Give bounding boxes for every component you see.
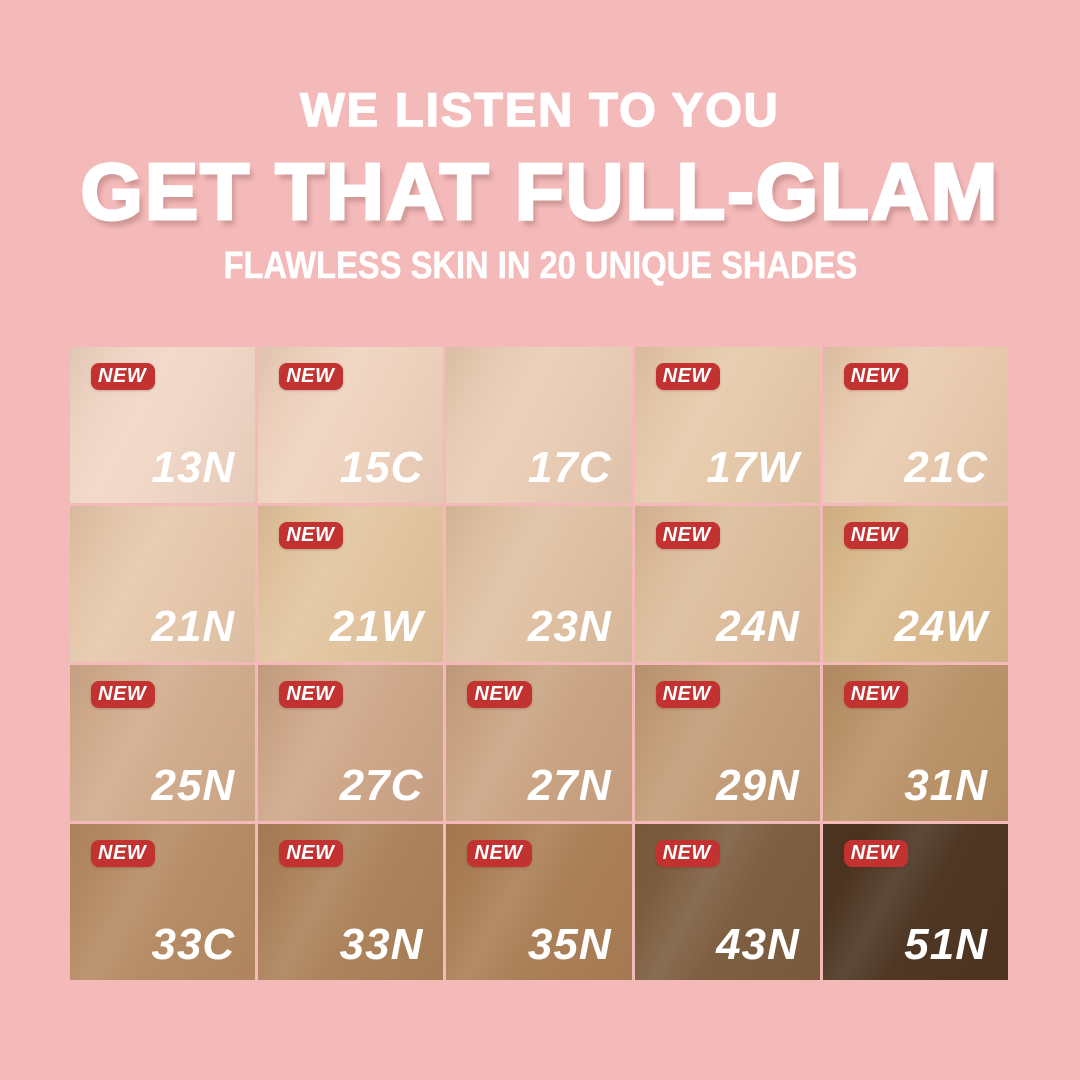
new-badge: NEW (843, 840, 908, 867)
shade-label: 17C (527, 443, 612, 492)
shade-swatch-25n: NEW 25N (70, 665, 256, 821)
new-badge: NEW (279, 522, 344, 549)
shade-label: 33C (151, 920, 236, 969)
shade-label: 43N (716, 920, 800, 969)
shade-grid: NEW 13N NEW 15C 17C NEW 17W NEW 21C 21N NEW 21W 23N N… (70, 347, 1008, 980)
new-badge: NEW (279, 363, 344, 390)
shade-label: 27N (527, 761, 612, 810)
shade-label: 24N (716, 602, 800, 651)
shade-swatch-33c: NEW 33C (70, 824, 256, 980)
shade-label: 35N (527, 920, 612, 969)
shade-label: 23N (527, 602, 612, 651)
shade-label: 27C (339, 761, 424, 810)
new-badge: NEW (843, 522, 908, 549)
shade-swatch-24w: NEW 24W (822, 506, 1008, 662)
new-badge: NEW (655, 681, 720, 708)
new-badge: NEW (91, 681, 156, 708)
shade-label: 17W (706, 443, 800, 492)
shade-swatch-17w: NEW 17W (634, 347, 820, 503)
new-badge: NEW (655, 522, 720, 549)
shade-swatch-21n: 21N (70, 506, 256, 662)
new-badge: NEW (843, 681, 908, 708)
new-badge: NEW (91, 840, 156, 867)
shade-swatch-33n: NEW 33N (258, 824, 444, 980)
new-badge: NEW (655, 363, 720, 390)
shade-swatch-21c: NEW 21C (822, 347, 1008, 503)
shade-label: 21C (904, 443, 988, 492)
shade-label: 21N (151, 602, 236, 651)
shade-label: 51N (904, 920, 988, 969)
shade-label: 21W (329, 602, 424, 651)
new-badge: NEW (467, 840, 532, 867)
shade-label: 15C (339, 443, 424, 492)
header-tagline: WE LISTEN TO YOU (300, 83, 780, 136)
new-badge: NEW (655, 840, 720, 867)
shade-swatch-23n: 23N (446, 506, 632, 662)
shade-label: 31N (904, 761, 988, 810)
shade-swatch-29n: NEW 29N (634, 665, 820, 821)
new-badge: NEW (279, 681, 344, 708)
header-subtitle-text: FLAWLESS SKIN IN 20 UNIQUE SHADES (223, 245, 857, 287)
shade-swatch-27c: NEW 27C (258, 665, 444, 821)
shade-swatch-21w: NEW 21W (258, 506, 444, 662)
header-subtitle: FLAWLESS SKIN IN 20 UNIQUE SHADES (0, 245, 1080, 287)
shade-swatch-15c: NEW 15C (258, 347, 444, 503)
shade-swatch-31n: NEW 31N (822, 665, 1008, 821)
new-badge: NEW (843, 363, 908, 390)
new-badge: NEW (91, 363, 156, 390)
new-badge: NEW (279, 840, 344, 867)
shade-swatch-17c: 17C (446, 347, 632, 503)
shade-label: 25N (151, 761, 236, 810)
shade-swatch-51n: NEW 51N (822, 824, 1008, 980)
shade-swatch-43n: NEW 43N (634, 824, 820, 980)
shade-swatch-24n: NEW 24N (634, 506, 820, 662)
shade-swatch-35n: NEW 35N (446, 824, 632, 980)
shade-label: 13N (151, 443, 236, 492)
header-title: GET THAT FULL-GLAM (79, 147, 1000, 236)
shade-label: 29N (716, 761, 800, 810)
shade-label: 33N (339, 920, 424, 969)
new-badge: NEW (467, 681, 532, 708)
shade-label: 24W (894, 602, 988, 651)
shade-swatch-13n: NEW 13N (70, 347, 256, 503)
shade-swatch-27n: NEW 27N (446, 665, 632, 821)
